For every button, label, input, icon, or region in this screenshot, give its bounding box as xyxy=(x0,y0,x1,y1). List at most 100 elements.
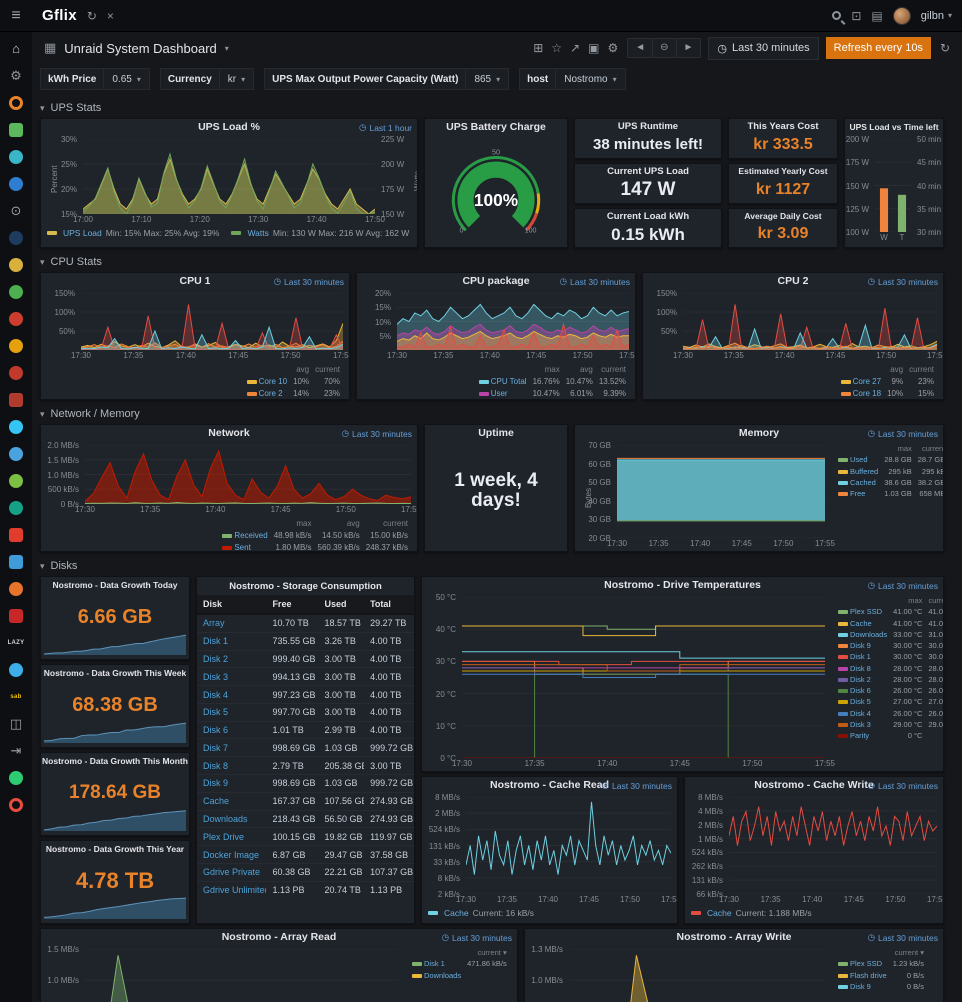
search-icon[interactable] xyxy=(832,11,842,20)
share-icon[interactable]: ↗ xyxy=(570,41,581,55)
var-value-dropdown[interactable]: kr ▾ xyxy=(218,68,255,90)
array-write-chart[interactable]: 1.3 MB/s 1.0 MB/s xyxy=(525,945,831,1002)
cache-read-legend[interactable]: Cache Current: 16 kB/s xyxy=(422,907,677,919)
memory-chart[interactable]: Bytes 70 GB 60 GB 50 GB 40 GB 30 GB 20 GB 17:30… xyxy=(584,441,836,548)
plugin-icon-2[interactable] xyxy=(7,148,26,165)
legend-item[interactable]: User 10.47% 6.01% 9.39% xyxy=(476,388,629,399)
legend-item[interactable]: Received 48.98 kB/s 14.50 kB/s 15.00 kB/s xyxy=(219,530,411,542)
plugin-icon-10[interactable] xyxy=(7,418,26,435)
dashboard-picker[interactable]: ▦ Unraid System Dashboard ▾ xyxy=(44,40,229,56)
legend-item[interactable]: Disk 228.00 °C28.00 °C xyxy=(835,674,943,685)
time-forward-icon[interactable]: ► xyxy=(683,42,694,53)
legend-item[interactable]: Core 10 10% 70% xyxy=(244,376,343,388)
settings-icon[interactable]: ⚙ xyxy=(10,67,22,83)
time-back-icon[interactable]: ◄ xyxy=(628,39,654,57)
cache-write-legend[interactable]: Cache Current: 1.188 MB/s xyxy=(685,907,943,919)
plugin-icon-16[interactable] xyxy=(7,607,26,624)
legend-item[interactable]: Disk 626.00 °C26.00 °C xyxy=(835,685,943,696)
user-menu[interactable]: gilbn ▾ xyxy=(920,9,952,22)
plugin-icon-14[interactable] xyxy=(7,553,26,570)
logout-icon[interactable]: ⇥ xyxy=(10,742,22,758)
ups-load-legend[interactable]: UPS Load Min: 15% Max: 25% Avg: 19% Watts M… xyxy=(41,227,417,239)
time-range-picker[interactable]: ◷ Last 30 minutes xyxy=(708,36,819,60)
array-read-chart[interactable]: 1.5 MB/s1.0 MB/s0.5 MB/s xyxy=(41,945,405,1002)
legend-item[interactable]: Disk 329.00 °C29.00 °C xyxy=(835,719,943,730)
legend-item[interactable]: Core 2 14% 23% xyxy=(244,388,343,399)
legend-item[interactable]: Disk 527.00 °C27.00 °C xyxy=(835,696,943,707)
legend-item[interactable]: Free 1.03 GB 658 MB xyxy=(835,488,943,499)
row-disks[interactable]: ▾ Disks xyxy=(40,560,78,572)
refresh-interval-button[interactable]: Refresh every 10s xyxy=(825,37,931,59)
cache-write-chart[interactable]: 8 MB/s 4 MB/s 2 MB/s 1 MB/s 524 kB/s 262 kB/s… xyxy=(691,793,943,904)
cpu2-chart[interactable]: 150% 100% 50% 17:30 17:35 17:40 17:45 17:50 17:5… xyxy=(656,289,943,360)
legend-item[interactable]: Cache Current: 1.188 MB/s xyxy=(691,908,812,918)
plugin-icon-13[interactable] xyxy=(7,499,26,516)
plugin-icon-6[interactable] xyxy=(7,283,26,300)
ups-load-vs-time-chart[interactable]: 200 W 175 W 150 W 125 W 100 W 50 min 45 min 40 … xyxy=(845,135,942,242)
network-chart[interactable]: 2.0 MB/s 1.5 MB/s 1.0 MB/s 500 kB/s 0 B/s 17:… xyxy=(47,441,417,514)
row-network-memory[interactable]: ▾ Network / Memory xyxy=(40,408,140,420)
plugin-icon-9[interactable] xyxy=(7,391,26,408)
cpu-package-chart[interactable]: 20% 15% 10% 5% 17:30 17:35 17:40 17:45 17:50 17:5… xyxy=(374,289,635,360)
add-panel-icon[interactable]: ⊞ xyxy=(533,41,544,55)
legend-item[interactable]: Used 28.8 GB 28.7 GB xyxy=(835,454,943,465)
row-cpu-stats[interactable]: ▾ CPU Stats xyxy=(40,256,102,268)
legend-item[interactable]: Disk 930.00 °C30.00 °C xyxy=(835,640,943,651)
home-icon[interactable]: ⌂ xyxy=(12,41,20,56)
refresh-icon[interactable]: ↻ xyxy=(939,41,950,55)
library-icon[interactable]: ◫ xyxy=(9,715,23,731)
cpu-package-legend[interactable]: max avg current CPU Total 16.76% 10.47% 13.52%… xyxy=(357,363,635,399)
tv-mode-icon[interactable]: ▤ xyxy=(871,8,883,23)
drive-temperatures-chart[interactable]: 50 °C 40 °C 30 °C 20 °C 10 °C 0 °C 17:30 17:35 1… xyxy=(435,593,836,768)
star-icon[interactable]: ☆ xyxy=(551,41,563,55)
legend-item[interactable]: Cache Current: 16 kB/s xyxy=(428,908,534,918)
legend-item[interactable]: Disk 828.00 °C28.00 °C xyxy=(835,663,943,674)
avatar[interactable] xyxy=(892,6,911,25)
alerting-icon[interactable] xyxy=(7,94,26,111)
plugin-icon-17[interactable] xyxy=(7,661,26,678)
legend-item[interactable]: Buffered 295 kB 295 kB xyxy=(835,466,943,477)
github-icon[interactable] xyxy=(7,769,26,786)
plugin-icon-3[interactable] xyxy=(7,175,26,192)
plugin-icon-4[interactable] xyxy=(7,229,26,246)
legend-item[interactable]: Flash drive 0 B/s xyxy=(835,970,927,981)
search-icon[interactable]: ⊙ xyxy=(10,202,22,218)
legend-item[interactable]: Disk 1 471.86 kB/s xyxy=(409,958,510,969)
var-value-dropdown[interactable]: Nostromo ▾ xyxy=(555,68,626,90)
array-write-legend[interactable]: current ▾ Plex SSD 1.23 kB/s Flash drive 0 B… xyxy=(831,945,943,1002)
cpu1-legend[interactable]: avg current Core 10 10% 70% Core 2 14% 23% xyxy=(41,363,349,399)
legend-item[interactable]: Core 27 9% 23% xyxy=(838,376,937,388)
plugin-icon-11[interactable] xyxy=(7,445,26,462)
playlist-refresh-icon[interactable]: ↻ xyxy=(86,8,97,23)
row-ups-stats[interactable]: ▾ UPS Stats xyxy=(40,102,102,114)
memory-legend[interactable]: max current Used 28.8 GB 28.7 GB Buffered 295 … xyxy=(831,441,943,551)
cpu1-chart[interactable]: 150% 100% 50% 17:30 17:35 17:40 17:45 17:50 17:5… xyxy=(54,289,349,360)
plugin-icon-8[interactable] xyxy=(7,364,26,381)
legend-item[interactable]: Disk 426.00 °C26.00 °C xyxy=(835,708,943,719)
zoom-out-icon[interactable]: ⊖ xyxy=(653,39,677,57)
menu-icon[interactable]: ≡ xyxy=(11,6,21,24)
playlist-stop-icon[interactable]: × xyxy=(106,8,114,23)
legend-item[interactable]: Watts Min: 130 W Max: 216 W Avg: 162 W xyxy=(231,228,409,238)
legend-item[interactable]: CPU Total 16.76% 10.47% 13.52% xyxy=(476,376,629,388)
legend-item[interactable]: Disk 130.00 °C30.00 °C xyxy=(835,651,943,662)
dashboard-settings-icon[interactable]: ⚙ xyxy=(607,41,619,55)
legend-item[interactable]: UPS Load Min: 15% Max: 25% Avg: 19% xyxy=(47,228,219,238)
var-value-dropdown[interactable]: 865 ▾ xyxy=(465,68,510,90)
var-value-dropdown[interactable]: 0.65 ▾ xyxy=(103,68,150,90)
legend-item[interactable]: Core 18 10% 15% xyxy=(838,388,937,399)
network-legend[interactable]: max avg current Received 48.98 kB/s 14.50 kB/… xyxy=(41,517,417,551)
lazylibrarian-icon[interactable]: LAZY xyxy=(7,639,25,646)
plugin-icon-5[interactable] xyxy=(7,256,26,273)
fullscreen-icon[interactable]: ⊡ xyxy=(851,8,862,23)
array-read-legend[interactable]: current ▾ Disk 1 471.86 kB/s Downloads xyxy=(405,945,517,1002)
plugin-icon-15[interactable] xyxy=(7,580,26,597)
legend-item[interactable]: Plex SSD 1.23 kB/s xyxy=(835,958,927,969)
cpu2-legend[interactable]: avg current Core 27 9% 23% Core 18 10% 15% xyxy=(643,363,943,399)
plugin-icon-1[interactable] xyxy=(7,121,26,138)
